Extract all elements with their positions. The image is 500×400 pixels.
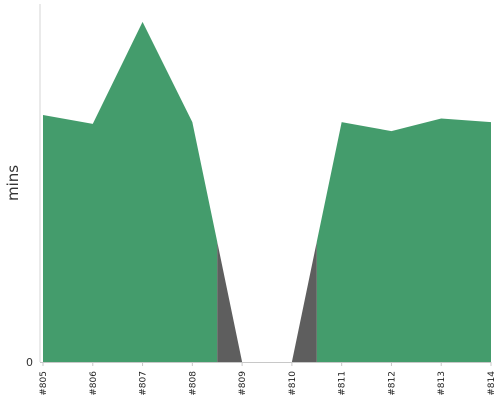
x-axis-ticks: #805 #806 #807 #808 #809 #810 #811 #812 #813 #814 [39, 362, 497, 396]
area-series-right [316, 118, 491, 362]
y-axis-label: mins [4, 165, 22, 201]
x-tick-label: #807 [139, 371, 149, 396]
x-tick-label: #809 [238, 371, 248, 396]
x-tick-label: #806 [89, 371, 99, 396]
area-wedge-left [217, 241, 243, 362]
area-wedge-right [291, 241, 317, 362]
x-tick-label: #812 [387, 371, 397, 396]
y-tick-label: 0 [26, 356, 33, 369]
x-tick-label: #808 [188, 371, 198, 396]
x-tick-label: #811 [338, 371, 348, 396]
x-tick-label: #813 [437, 371, 447, 396]
x-tick-label: #814 [487, 371, 497, 396]
x-tick-label: #805 [39, 371, 49, 396]
plot-area [43, 21, 491, 363]
x-tick-label: #810 [288, 371, 298, 396]
area-series-left [43, 21, 218, 363]
